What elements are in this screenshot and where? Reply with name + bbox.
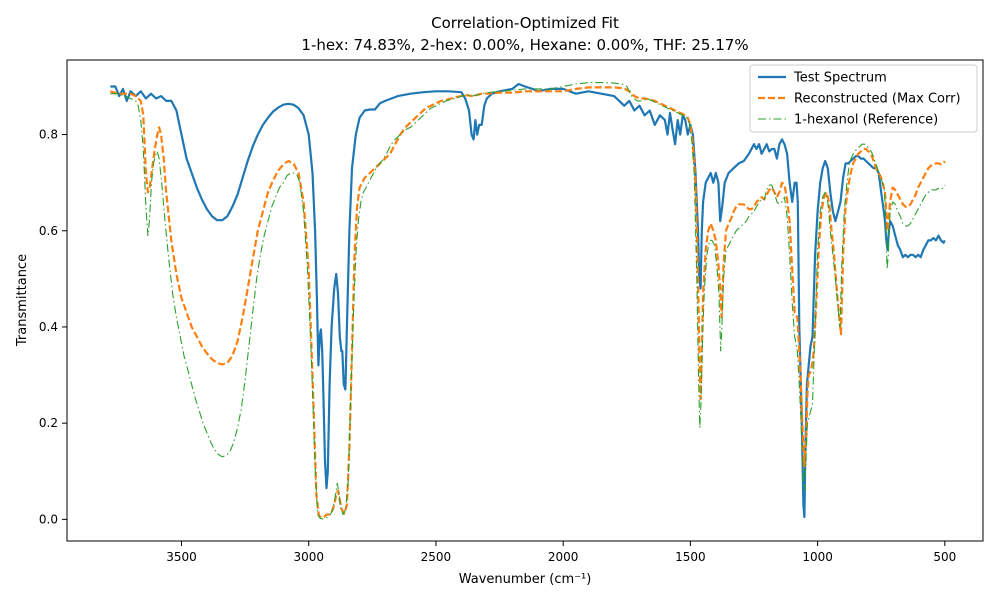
- chart-title: Correlation-Optimized Fit: [431, 14, 619, 32]
- legend-label-3: 1-hexanol (Reference): [794, 113, 938, 128]
- x-tick-label: 3500: [166, 550, 197, 564]
- y-tick-label: 0.8: [39, 128, 58, 142]
- x-tick-label: 3000: [293, 550, 324, 564]
- plot-area: [66, 59, 984, 542]
- plot-frame: [66, 59, 984, 542]
- y-axis-label: Transmittance: [15, 254, 30, 347]
- series-layer: [109, 82, 946, 520]
- y-tick-label: 0.4: [39, 320, 58, 334]
- legend-box: [749, 64, 978, 133]
- x-tick-label: 1500: [675, 550, 706, 564]
- legend-label-1: Test Spectrum: [793, 71, 887, 86]
- y-tick-label: 0.2: [39, 416, 58, 430]
- x-axis-label: Wavenumber (cm⁻¹): [459, 572, 592, 587]
- series-line-3: [110, 82, 946, 520]
- x-tick-label: 2500: [421, 550, 452, 564]
- y-tick-label: 0.6: [39, 224, 58, 238]
- y-tick-label: 0.0: [39, 512, 58, 526]
- series-line-2: [109, 86, 946, 519]
- x-tick-label: 500: [933, 550, 956, 564]
- y-axis: 0.0 0.2 0.4 0.6 0.8: [39, 128, 67, 526]
- x-axis: 3500 3000 2500 2000 1500 1000 500: [166, 541, 956, 564]
- legend: Test Spectrum Reconstructed (Max Corr) 1-h…: [749, 64, 978, 133]
- x-tick-label: 1000: [802, 550, 833, 564]
- legend-label-2: Reconstructed (Max Corr): [794, 92, 961, 107]
- chart-subtitle: 1-hex: 74.83%, 2-hex: 0.00%, Hexane: 0.0…: [301, 36, 748, 54]
- legend-items: Test Spectrum Reconstructed (Max Corr) 1-h…: [758, 71, 961, 128]
- x-tick-label: 2000: [548, 550, 579, 564]
